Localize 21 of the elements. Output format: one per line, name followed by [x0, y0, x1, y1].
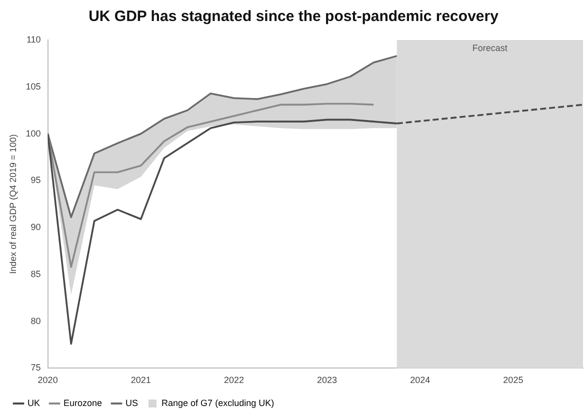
- y-tick-label: 100: [26, 128, 41, 138]
- y-axis-title: Index of real GDP (Q4 2019 = 100): [8, 134, 18, 274]
- x-tick-label: 2020: [38, 375, 58, 386]
- chart-title: UK GDP has stagnated since the post-pandemic recovery: [88, 8, 500, 26]
- y-tick-label: 90: [30, 222, 41, 232]
- legend-label: Range of G7 (excluding UK): [162, 398, 274, 408]
- x-tick-label: 2022: [224, 375, 244, 386]
- band-label: Forecast: [472, 42, 508, 53]
- legend-label: UK: [28, 398, 40, 408]
- x-tick-label: 2025: [503, 375, 524, 386]
- y-tick-label: 105: [26, 81, 41, 92]
- y-tick-label: 80: [30, 316, 41, 326]
- y-tick-label: 75: [30, 362, 41, 373]
- y-tick-label: 110: [26, 34, 41, 44]
- legend-label: US: [126, 398, 138, 408]
- x-tick-label: 2024: [410, 375, 430, 386]
- x-tick-label: 2023: [317, 375, 338, 386]
- legend-label: Eurozone: [64, 398, 102, 408]
- x-tick-label: 2021: [130, 375, 151, 386]
- y-tick-label: 95: [30, 175, 41, 186]
- y-tick-label: 85: [30, 268, 41, 279]
